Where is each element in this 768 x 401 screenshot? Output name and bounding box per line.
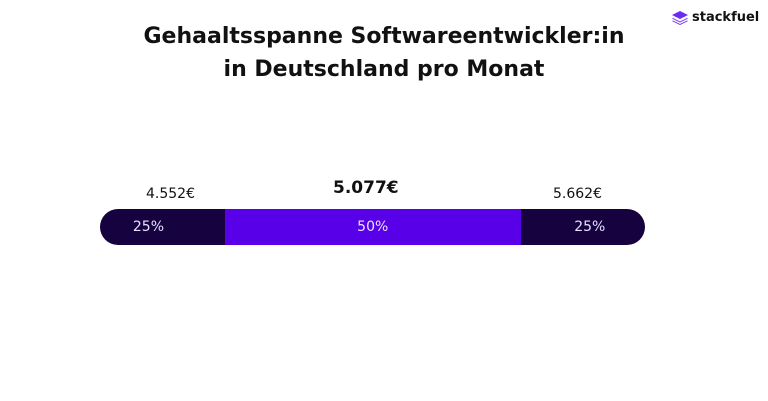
stack-layers-icon — [672, 10, 688, 25]
segment-label: 50% — [357, 219, 389, 235]
median-value-label: 5.077€ — [333, 178, 399, 198]
salary-range-bar: 25% 50% 25% — [100, 209, 645, 245]
bar-segment-3: 25% — [520, 209, 645, 245]
stackfuel-logo: stackfuel — [672, 10, 759, 25]
chart-title: Gehaaltsspanne Softwareentwickler:in in … — [0, 20, 768, 86]
high-value-label: 5.662€ — [553, 186, 602, 202]
segment-label: 25% — [574, 219, 606, 235]
bar-segment-2: 50% — [224, 209, 521, 245]
title-line-2: in Deutschland pro Monat — [223, 57, 545, 82]
title-line-1: Gehaaltsspanne Softwareentwickler:in — [143, 24, 625, 49]
low-value-label: 4.552€ — [146, 186, 195, 202]
segment-label: 25% — [132, 219, 165, 235]
logo-text: stackfuel — [692, 10, 760, 25]
bar-segment-1: 25% — [100, 209, 225, 245]
